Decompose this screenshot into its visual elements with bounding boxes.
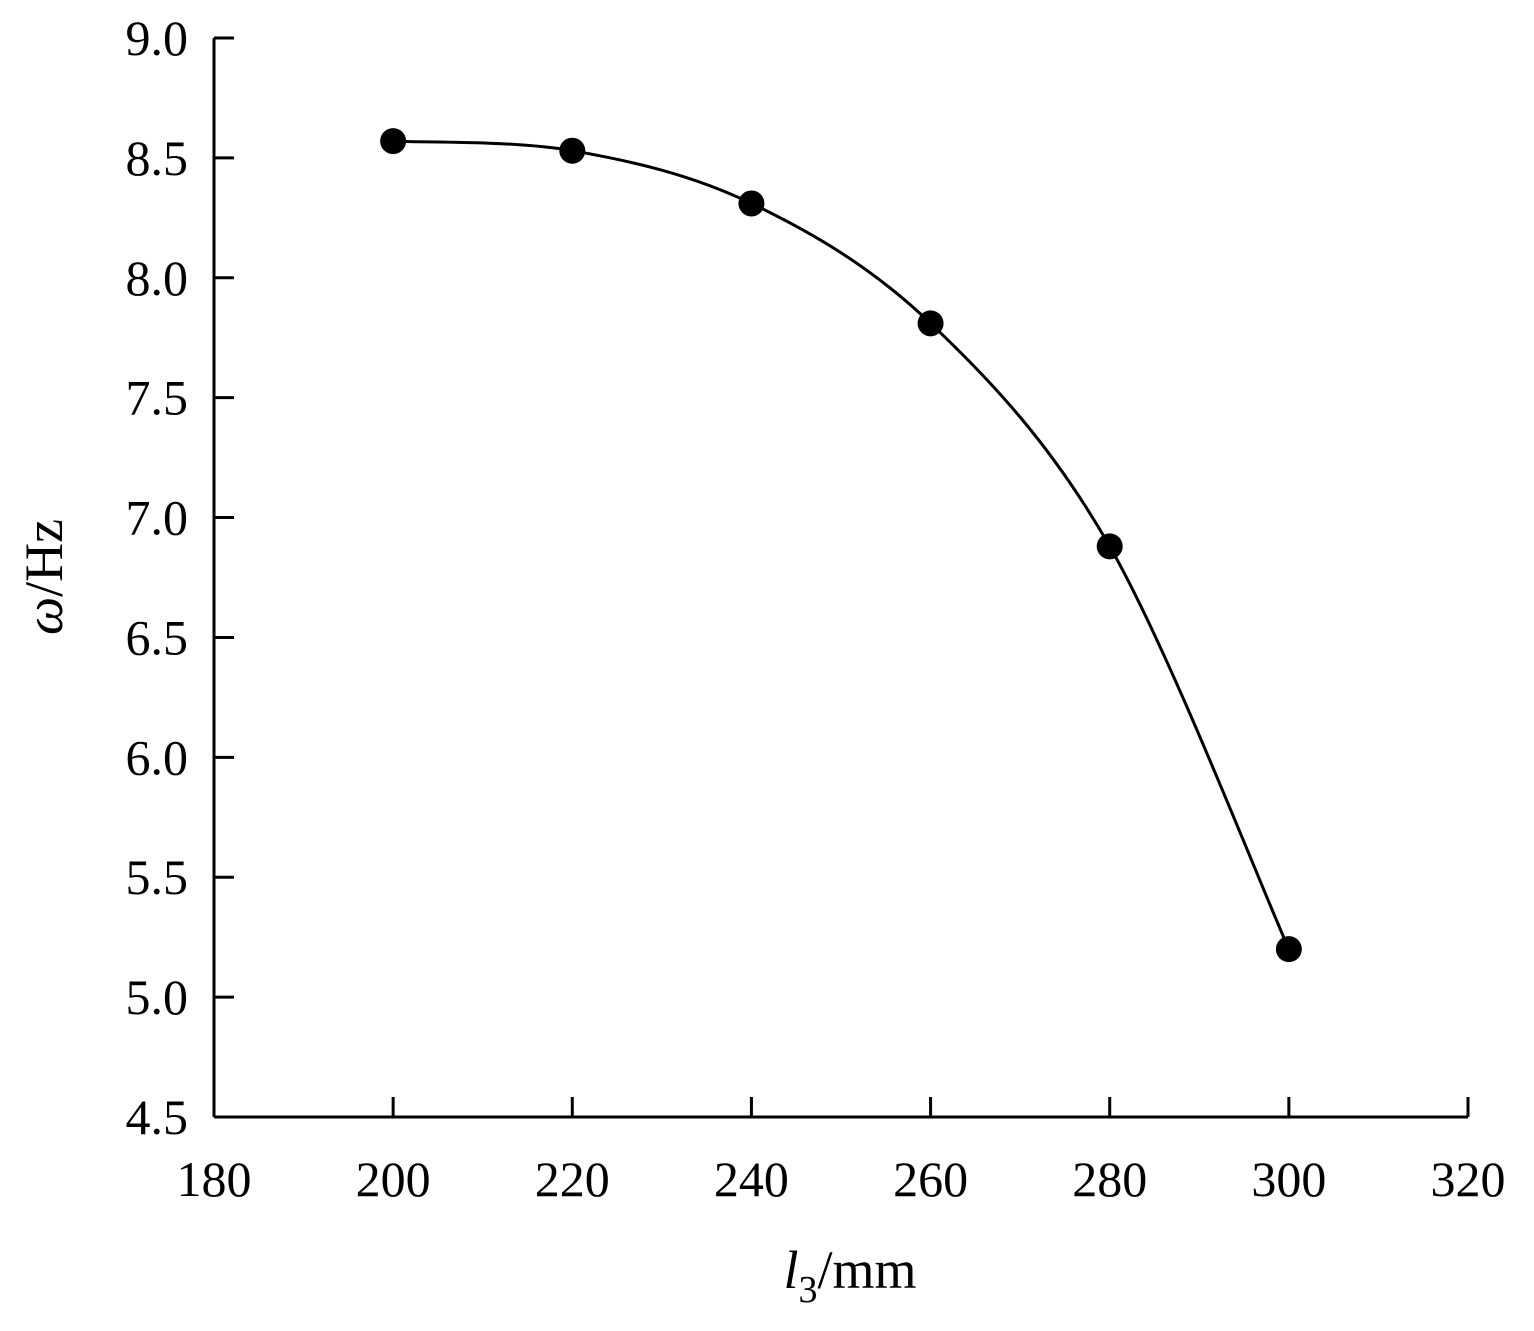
x-tick-label: 280 (1072, 1151, 1147, 1207)
x-tick-label: 200 (356, 1151, 431, 1207)
point (917, 310, 944, 337)
y-tick-label: 7.5 (126, 370, 189, 426)
x-tick-label: 260 (893, 1151, 968, 1207)
x-label-symbol: l (783, 1240, 798, 1300)
point (559, 137, 586, 164)
y-axis-label: ω/Hz (14, 519, 74, 635)
point (1096, 533, 1123, 560)
x-tick-label: 240 (714, 1151, 789, 1207)
curve (393, 139, 1291, 950)
y-label-unit: /Hz (14, 519, 74, 597)
x-label-subscript: 3 (799, 1269, 818, 1311)
point (738, 190, 765, 217)
x-label-unit: /mm (818, 1240, 917, 1300)
y-tick-label: 6.5 (126, 609, 189, 665)
x-tick-label: 320 (1431, 1151, 1506, 1207)
y-tick-label: 5.0 (126, 969, 189, 1025)
x-tick-label: 220 (535, 1151, 610, 1207)
point (1275, 936, 1302, 963)
y-tick-label: 8.0 (126, 250, 189, 306)
y-tick-label: 5.5 (126, 849, 189, 905)
x-tick-label: 300 (1251, 1151, 1326, 1207)
y-label-symbol: ω (14, 597, 74, 635)
y-tick-label: 7.0 (126, 490, 189, 546)
point (380, 128, 407, 155)
y-tick-label: 8.5 (126, 130, 189, 186)
y-tick-label: 4.5 (126, 1089, 189, 1145)
y-tick-label: 6.0 (126, 729, 189, 785)
x-axis-label: l3/mm (783, 1240, 916, 1311)
x-tick-label: 180 (177, 1151, 252, 1207)
y-tick-label: 9.0 (126, 10, 189, 66)
